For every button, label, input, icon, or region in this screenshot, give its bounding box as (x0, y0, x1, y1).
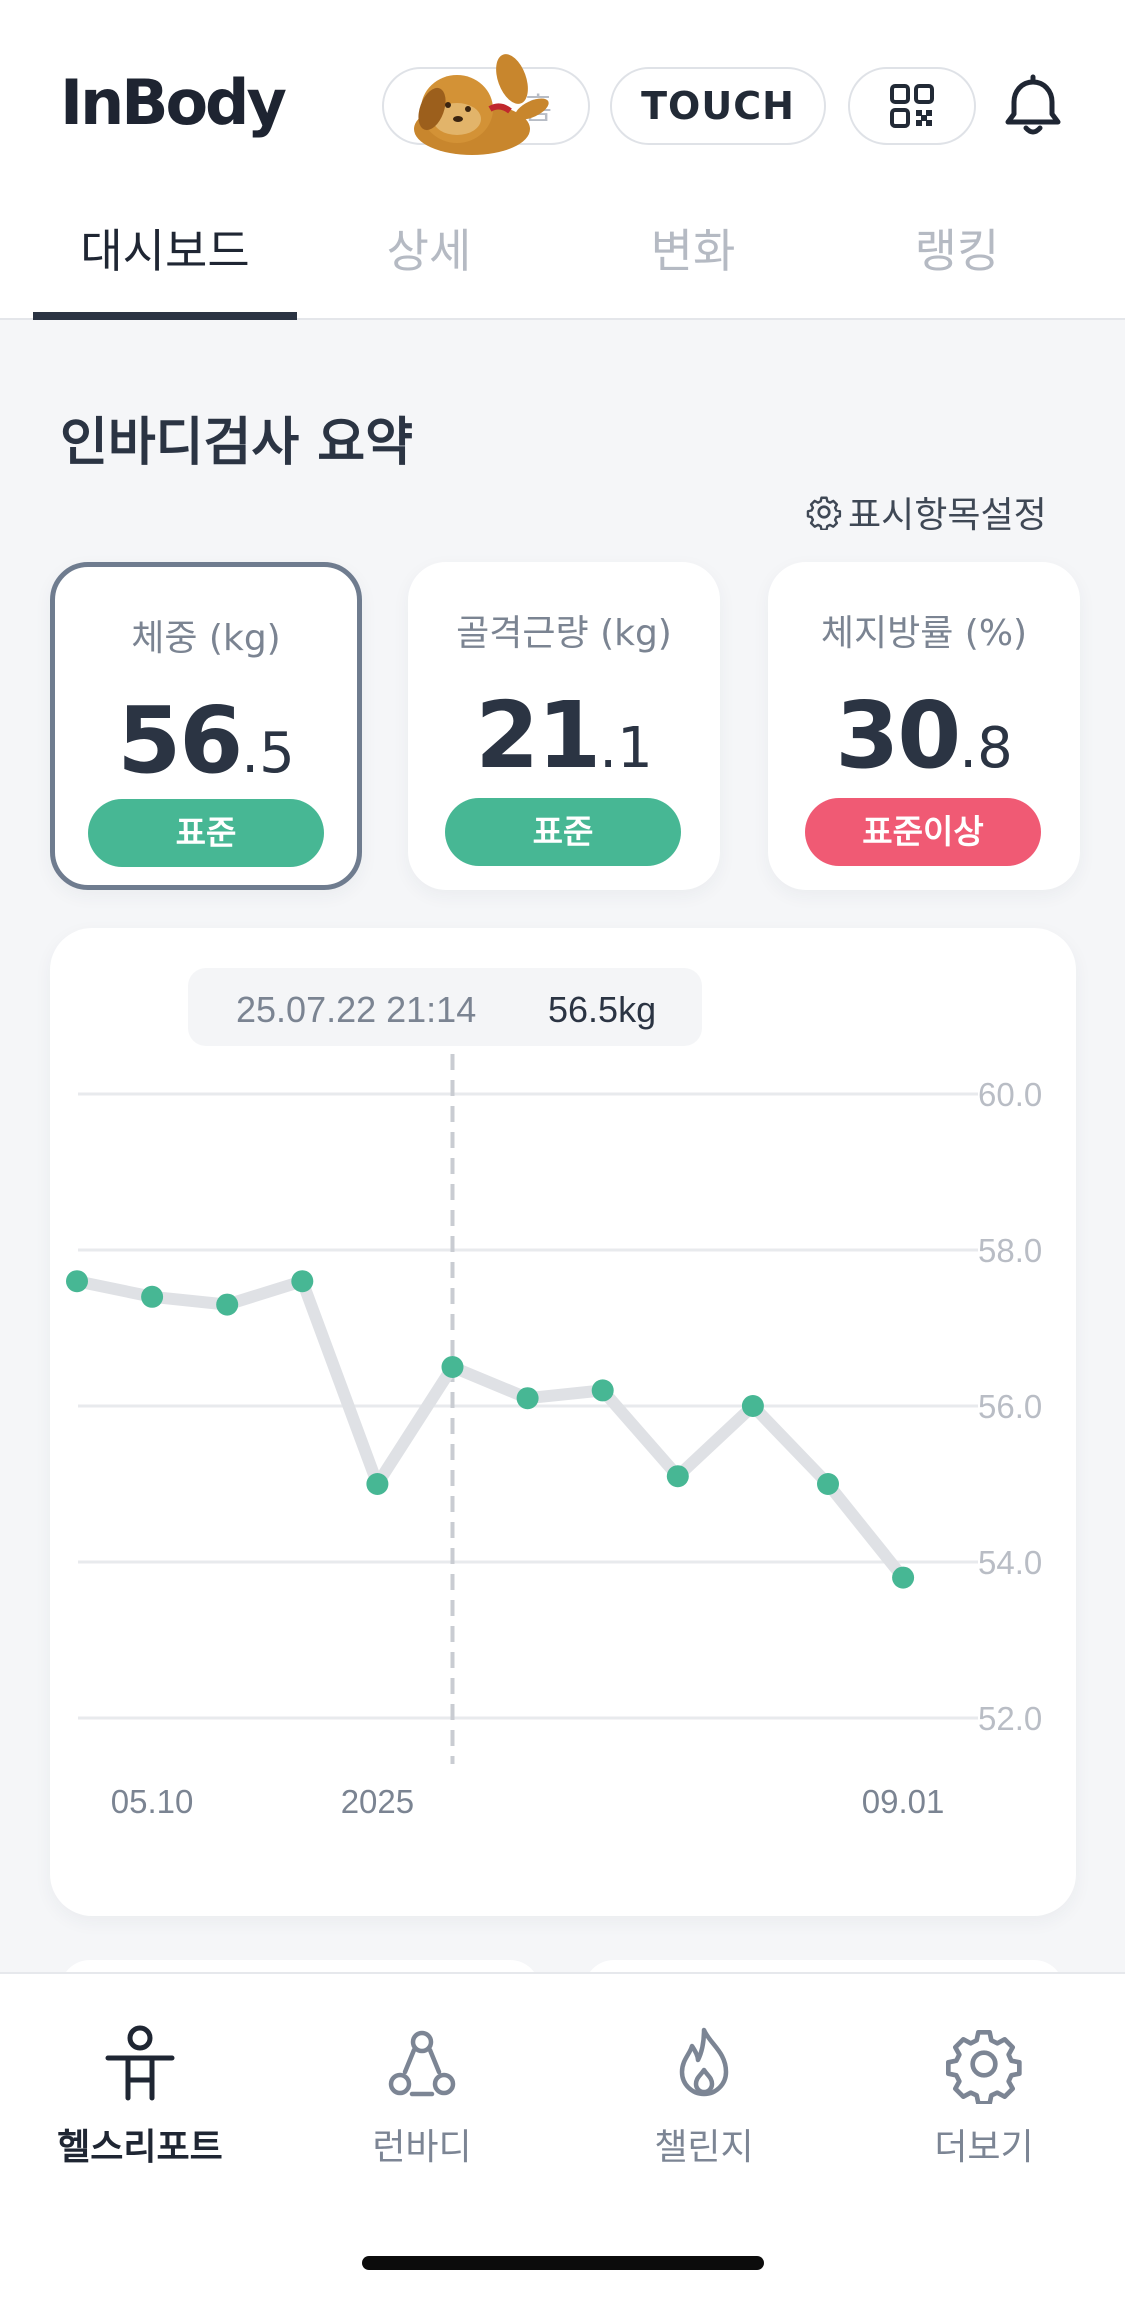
qr-button[interactable] (848, 67, 976, 145)
data-point[interactable] (366, 1473, 389, 1495)
y-tick-label: 58.0 (978, 1232, 1042, 1269)
card-value-int: 30 (835, 682, 961, 789)
weight-card[interactable]: 체중 (kg) 56.5 표준 (50, 562, 362, 890)
tab-ranking[interactable]: 랭킹 (914, 224, 1000, 278)
nav-health-report[interactable]: 헬스리포트 (40, 2024, 240, 2170)
body-fat-card[interactable]: 체지방률 (%) 30.8 표준이상 (768, 562, 1080, 890)
card-value: 21.1 (408, 682, 720, 789)
flame-icon (679, 2027, 729, 2097)
card-value-dec: .5 (241, 721, 295, 786)
data-point[interactable] (666, 1465, 689, 1488)
status-badge: 표준 (88, 799, 324, 867)
qr-code-icon (890, 84, 934, 128)
card-value: 30.8 (768, 682, 1080, 789)
dog-mascot-icon (414, 54, 549, 155)
tab-dashboard[interactable]: 대시보드 (80, 224, 250, 278)
card-value-dec: .8 (959, 716, 1013, 781)
card-label: 골격근량 (kg) (456, 613, 672, 654)
y-tick-label: 60.0 (978, 1076, 1042, 1113)
skeletal-muscle-card[interactable]: 골격근량 (kg) 21.1 표준 (408, 562, 720, 890)
data-point[interactable] (66, 1270, 88, 1293)
card-label: 체중 (kg) (131, 618, 281, 659)
card-value-int: 21 (475, 682, 601, 789)
bottom-navigation: 헬스리포트 런바디 챌린지 더보기 (0, 1972, 1125, 2300)
tab-change[interactable]: 변화 (650, 224, 736, 278)
display-settings-label: 표시항목설정 (848, 495, 1047, 536)
gear-icon (946, 2030, 1022, 2106)
nav-label: 챌린지 (654, 2127, 754, 2168)
data-point[interactable] (516, 1387, 539, 1410)
card-value: 56.5 (55, 687, 357, 794)
card-label: 체지방률 (%) (820, 613, 1028, 654)
home-indicator (362, 2256, 764, 2270)
card-value-dec: .1 (599, 716, 653, 781)
inbody-logo: InBody (60, 66, 287, 139)
nav-challenge[interactable]: 챌린지 (604, 2024, 804, 2170)
status-badge: 표준이상 (805, 798, 1041, 866)
x-tick-label: 05.10 (111, 1783, 194, 1820)
x-tick-label: 09.01 (862, 1783, 945, 1820)
y-tick-label: 54.0 (978, 1544, 1042, 1581)
data-point[interactable] (817, 1473, 839, 1495)
top-tab-bar: 대시보드 상세 변화 랭킹 (0, 180, 1125, 320)
nav-runbody[interactable]: 런바디 (322, 2024, 522, 2170)
card-value-int: 56 (117, 687, 243, 794)
nav-label: 런바디 (372, 2127, 472, 2168)
section-title: 인바디검사 요약 (60, 413, 413, 473)
weight-chart-card: 60.0 58.0 56.0 54.0 52.0 05.10 2025 09.01 25.0… (50, 928, 1076, 1916)
runbody-icon (388, 2030, 456, 2097)
data-point[interactable] (291, 1270, 314, 1293)
nav-label: 헬스리포트 (57, 2127, 223, 2168)
y-tick-label: 56.0 (978, 1388, 1042, 1425)
tab-detail[interactable]: 상세 (386, 224, 472, 278)
mascot-home-button[interactable]: 홈 (382, 54, 590, 155)
status-badge: 표준 (445, 798, 681, 866)
data-point[interactable] (216, 1293, 239, 1316)
data-point[interactable] (892, 1566, 915, 1589)
y-tick-label: 52.0 (978, 1700, 1042, 1737)
notification-button[interactable] (1000, 74, 1066, 144)
nav-more[interactable]: 더보기 (884, 2024, 1084, 2170)
data-point[interactable] (741, 1395, 764, 1417)
tooltip-date: 25.07.22 21:14 (236, 989, 476, 1030)
x-tick-label: 2025 (341, 1783, 414, 1820)
chart-tooltip: 25.07.22 21:14 56.5kg (188, 968, 702, 1046)
data-point[interactable] (141, 1285, 164, 1308)
data-point[interactable] (591, 1379, 614, 1402)
display-settings-button[interactable]: 표시항목설정 (806, 486, 1047, 538)
bell-icon (1005, 74, 1061, 135)
active-tab-indicator (33, 312, 297, 320)
person-icon (105, 2025, 175, 2101)
touch-button[interactable]: TOUCH (610, 67, 826, 145)
data-point[interactable] (441, 1356, 464, 1378)
tooltip-value: 56.5kg (548, 989, 656, 1030)
nav-label: 더보기 (934, 2127, 1034, 2168)
series-line (71, 1275, 910, 1584)
gear-icon (806, 496, 842, 530)
weight-line-chart[interactable]: 60.0 58.0 56.0 54.0 52.0 05.10 2025 09.01 25.0… (50, 928, 1076, 1916)
